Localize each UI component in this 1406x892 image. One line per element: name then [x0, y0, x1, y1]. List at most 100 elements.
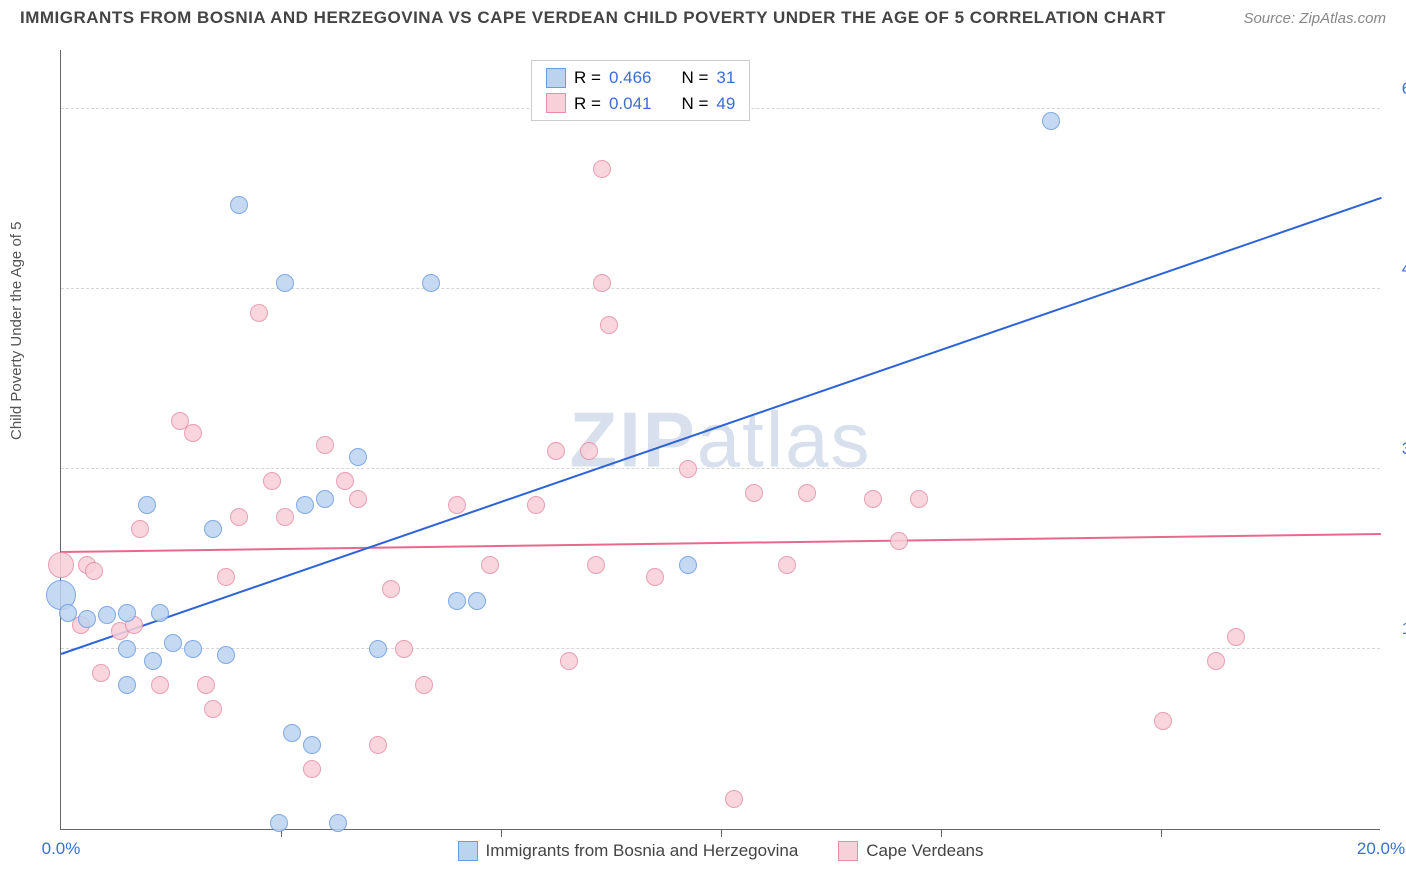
legend-swatch: [546, 68, 566, 88]
data-point-pink: [230, 508, 248, 526]
data-point-blue: [468, 592, 486, 610]
data-point-pink: [151, 676, 169, 694]
data-point-pink: [745, 484, 763, 502]
data-point-blue: [59, 604, 77, 622]
data-point-pink: [263, 472, 281, 490]
x-tick: [1161, 829, 1162, 837]
data-point-pink: [48, 552, 74, 578]
data-point-blue: [283, 724, 301, 742]
data-point-blue: [98, 606, 116, 624]
legend-stats-row: R =0.041N =49: [546, 91, 735, 117]
data-point-blue: [422, 274, 440, 292]
data-point-pink: [382, 580, 400, 598]
data-point-pink: [336, 472, 354, 490]
data-point-pink: [85, 562, 103, 580]
data-point-blue: [296, 496, 314, 514]
x-tick-label: 0.0%: [42, 839, 81, 859]
data-point-blue: [230, 196, 248, 214]
data-point-blue: [349, 448, 367, 466]
watermark: ZIPatlas: [569, 394, 871, 485]
data-point-pink: [560, 652, 578, 670]
data-point-blue: [329, 814, 347, 832]
legend-swatch: [458, 841, 478, 861]
data-point-pink: [197, 676, 215, 694]
data-point-pink: [92, 664, 110, 682]
data-point-pink: [250, 304, 268, 322]
data-point-pink: [890, 532, 908, 550]
data-point-blue: [78, 610, 96, 628]
data-point-pink: [646, 568, 664, 586]
legend-series-item: Cape Verdeans: [838, 841, 983, 861]
data-point-blue: [118, 640, 136, 658]
data-point-pink: [369, 736, 387, 754]
data-point-pink: [798, 484, 816, 502]
chart-title: IMMIGRANTS FROM BOSNIA AND HERZEGOVINA V…: [20, 8, 1166, 28]
gridline-h: [61, 648, 1380, 649]
gridline-h: [61, 468, 1380, 469]
data-point-blue: [217, 646, 235, 664]
chart-plot-area: ZIPatlas 15.0%30.0%45.0%60.0%0.0%20.0%R …: [60, 50, 1380, 830]
legend-stats: R =0.466N =31R =0.041N =49: [531, 60, 750, 121]
data-point-blue: [118, 676, 136, 694]
data-point-pink: [1154, 712, 1172, 730]
x-tick: [501, 829, 502, 837]
data-point-pink: [587, 556, 605, 574]
data-point-pink: [395, 640, 413, 658]
data-point-pink: [184, 424, 202, 442]
x-tick: [721, 829, 722, 837]
data-point-pink: [600, 316, 618, 334]
data-point-blue: [138, 496, 156, 514]
y-tick-label: 60.0%: [1390, 79, 1406, 99]
y-tick-label: 45.0%: [1390, 259, 1406, 279]
y-tick-label: 15.0%: [1390, 619, 1406, 639]
trend-line: [61, 197, 1382, 655]
data-point-pink: [303, 760, 321, 778]
data-point-blue: [316, 490, 334, 508]
x-tick-label: 20.0%: [1357, 839, 1405, 859]
data-point-pink: [527, 496, 545, 514]
y-axis-label: Child Poverty Under the Age of 5: [8, 222, 25, 440]
data-point-blue: [303, 736, 321, 754]
x-tick: [941, 829, 942, 837]
data-point-pink: [679, 460, 697, 478]
data-point-blue: [151, 604, 169, 622]
trend-line: [61, 533, 1381, 553]
data-point-pink: [580, 442, 598, 460]
gridline-h: [61, 288, 1380, 289]
legend-swatch: [546, 93, 566, 113]
legend-series: Immigrants from Bosnia and Herzegovina Ca…: [458, 841, 984, 861]
data-point-pink: [448, 496, 466, 514]
data-point-pink: [778, 556, 796, 574]
data-point-pink: [349, 490, 367, 508]
title-bar: IMMIGRANTS FROM BOSNIA AND HERZEGOVINA V…: [0, 0, 1406, 28]
legend-series-item: Immigrants from Bosnia and Herzegovina: [458, 841, 799, 861]
legend-swatch: [838, 841, 858, 861]
data-point-pink: [415, 676, 433, 694]
data-point-blue: [118, 604, 136, 622]
data-point-pink: [131, 520, 149, 538]
data-point-blue: [184, 640, 202, 658]
data-point-blue: [270, 814, 288, 832]
data-point-blue: [144, 652, 162, 670]
data-point-pink: [593, 160, 611, 178]
legend-stats-row: R =0.466N =31: [546, 65, 735, 91]
data-point-pink: [547, 442, 565, 460]
data-point-blue: [369, 640, 387, 658]
y-tick-label: 30.0%: [1390, 439, 1406, 459]
data-point-pink: [217, 568, 235, 586]
data-point-pink: [1227, 628, 1245, 646]
source-label: Source: ZipAtlas.com: [1243, 10, 1386, 27]
data-point-pink: [725, 790, 743, 808]
data-point-pink: [1207, 652, 1225, 670]
data-point-blue: [276, 274, 294, 292]
data-point-pink: [316, 436, 334, 454]
data-point-pink: [864, 490, 882, 508]
data-point-pink: [481, 556, 499, 574]
data-point-pink: [204, 700, 222, 718]
data-point-pink: [276, 508, 294, 526]
data-point-blue: [164, 634, 182, 652]
data-point-blue: [1042, 112, 1060, 130]
data-point-pink: [593, 274, 611, 292]
data-point-blue: [448, 592, 466, 610]
data-point-blue: [679, 556, 697, 574]
